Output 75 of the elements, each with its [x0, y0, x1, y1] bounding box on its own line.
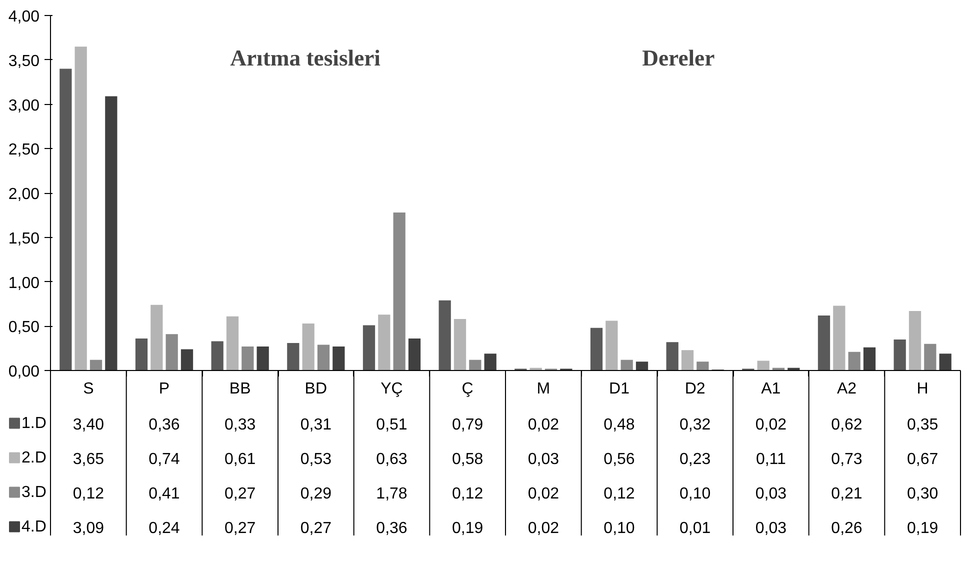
data-label: 3,40 [72, 416, 104, 434]
y-tick-label: 2,50 [8, 142, 40, 159]
data-label: 0,58 [452, 450, 484, 468]
x-tick-label: D1 [609, 380, 630, 398]
x-tick-label: H [916, 380, 928, 398]
data-label: 0,01 [680, 520, 711, 537]
y-tick-label: 1,00 [8, 274, 40, 292]
data-label: 0,31 [300, 416, 332, 434]
data-label: 0,79 [452, 416, 484, 434]
data-label: 0,36 [376, 520, 408, 537]
x-tick-label: A1 [761, 380, 781, 398]
y-tick-label: 3,00 [8, 97, 40, 114]
x-tick-label: D2 [684, 380, 706, 398]
x-tick-label: YÇ [380, 380, 403, 398]
data-label: 0,11 [756, 450, 786, 468]
data-label: 0,19 [452, 520, 484, 537]
data-label: 0,12 [452, 485, 484, 502]
data-label: 0,48 [604, 416, 635, 434]
annotation: Dereler [642, 46, 715, 71]
y-tick-label: 2,00 [8, 186, 40, 203]
data-label: 0,12 [72, 485, 104, 502]
data-label: 0,35 [907, 416, 938, 434]
data-label: 0,61 [224, 450, 256, 468]
data-label: 0,24 [148, 520, 180, 537]
x-tick-label: BB [229, 380, 251, 398]
data-label: 0,23 [680, 450, 711, 468]
data-label: 0,27 [224, 520, 256, 537]
data-label: 0,62 [831, 416, 862, 434]
data-label: 0,53 [300, 450, 332, 468]
data-label: 0,73 [831, 450, 862, 468]
y-tick-label: 0,50 [8, 319, 40, 336]
data-label: 0,02 [528, 485, 560, 502]
data-label: 0,26 [831, 520, 862, 537]
data-label: 0,74 [148, 450, 180, 468]
y-tick-label: 0,00 [8, 364, 40, 380]
data-label: 0,21 [831, 485, 862, 502]
data-label: 0,51 [376, 416, 408, 434]
y-tick-label: 4,00 [8, 8, 40, 26]
data-label: 0,02 [528, 520, 560, 537]
y-tick-label: 1,50 [8, 230, 40, 248]
data-label: 0,10 [604, 520, 635, 537]
data-label: 0,19 [907, 520, 938, 537]
x-tick-label: P [158, 380, 170, 398]
data-label: 0,03 [755, 485, 787, 502]
x-tick-label: M [536, 380, 550, 398]
legend-label: 1.D [22, 414, 46, 432]
data-label: 0,36 [148, 416, 180, 434]
data-label: 0,10 [680, 485, 711, 502]
data-label: 1,78 [376, 485, 408, 502]
x-tick-label: BD [304, 380, 328, 398]
data-label: 0,29 [300, 485, 332, 502]
x-tick-label: Ç [462, 380, 474, 398]
y-tick-label: 3,50 [8, 52, 40, 70]
data-label: 0,02 [755, 416, 787, 434]
legend-label: 3.D [22, 484, 46, 501]
data-label: 0,30 [907, 485, 938, 502]
data-label: 0,27 [224, 485, 256, 502]
data-label: 0,12 [604, 485, 635, 502]
legend-label: 2.D [22, 449, 46, 466]
x-tick-label: A2 [836, 380, 857, 398]
data-label: 0,03 [528, 450, 560, 468]
data-label: 3,09 [72, 520, 104, 537]
annotation: Arıtma tesisleri [230, 46, 380, 71]
legend-label: 4.D [22, 518, 46, 536]
data-label: 0,63 [376, 450, 408, 468]
data-label: 0,27 [300, 520, 332, 537]
data-label: 0,03 [755, 520, 787, 537]
data-label: 0,56 [604, 450, 635, 468]
data-label: 0,32 [680, 416, 711, 434]
data-label: 0,41 [148, 485, 180, 502]
data-label: 3,65 [72, 450, 104, 468]
data-label: 0,02 [528, 416, 560, 434]
data-label: 0,33 [224, 416, 256, 434]
x-tick-label: S [83, 380, 94, 398]
data-label: 0,67 [907, 450, 938, 468]
